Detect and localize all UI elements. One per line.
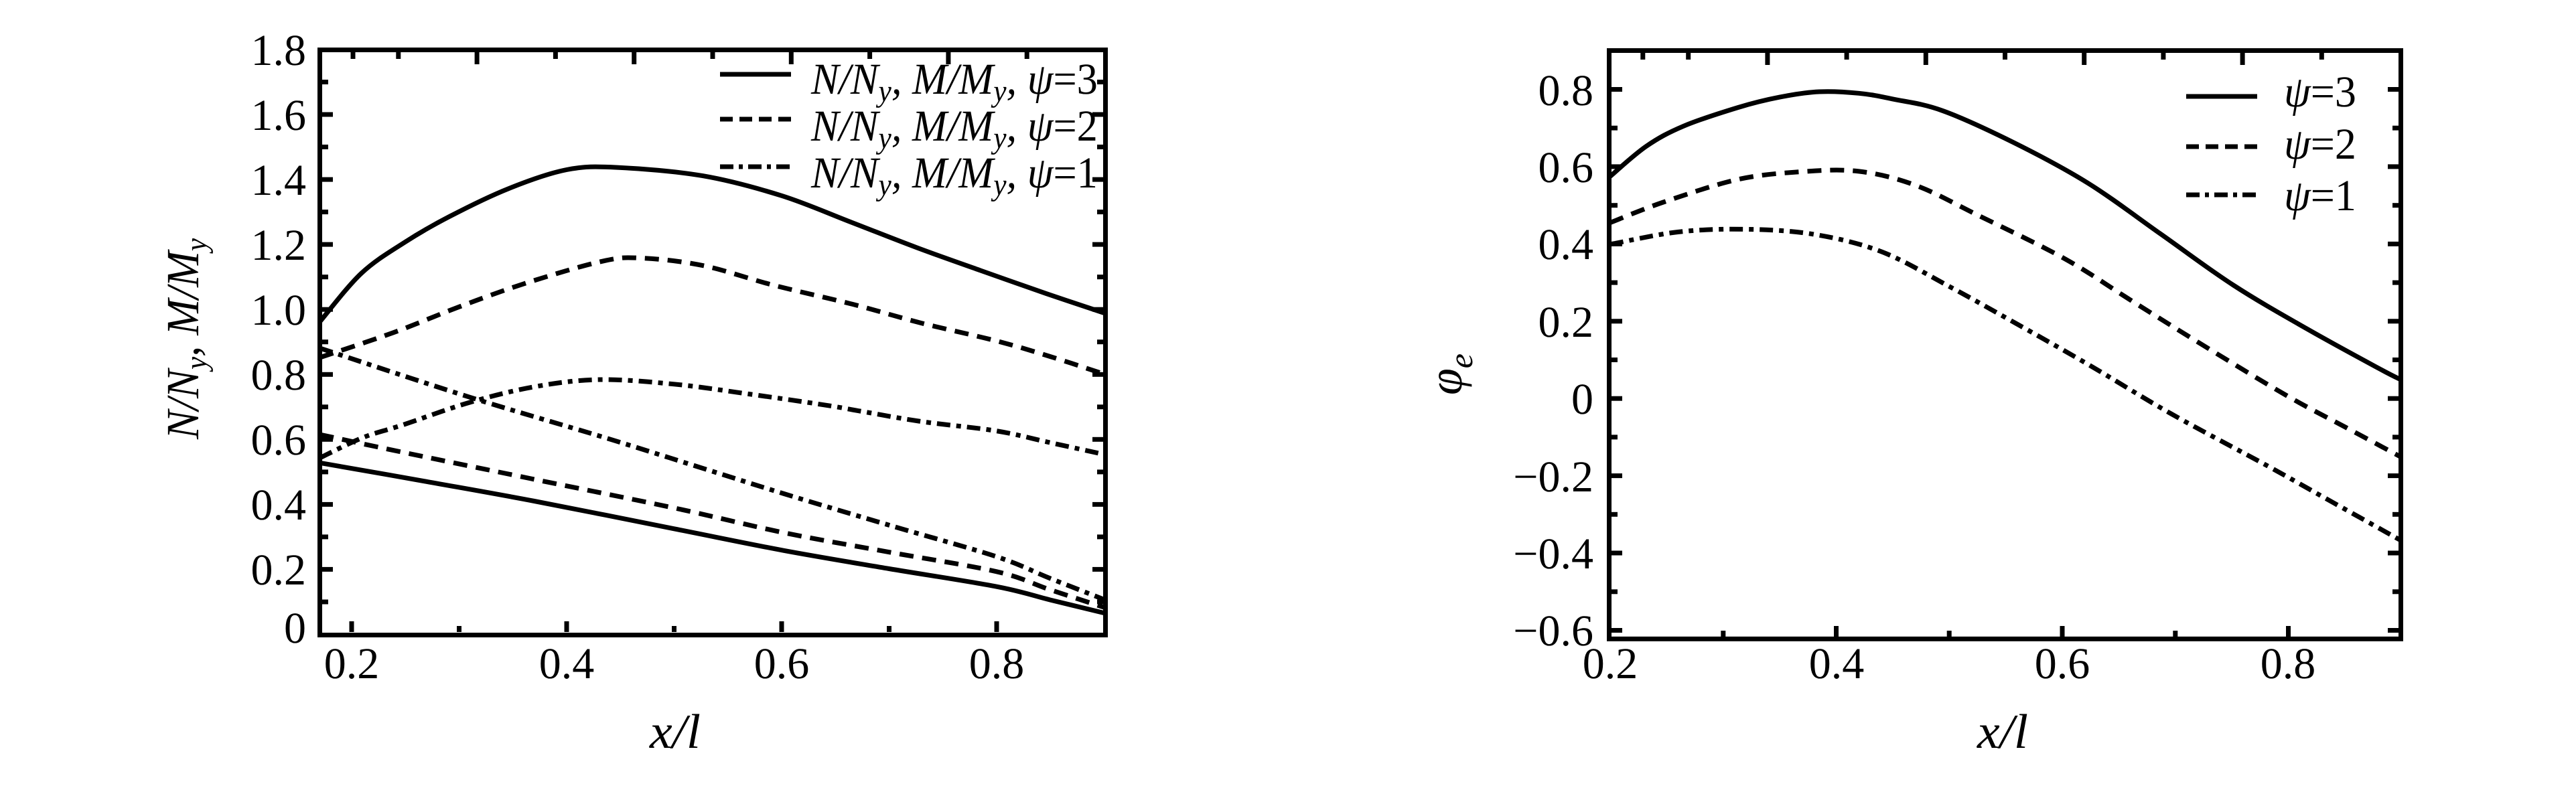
svg-text:0: 0: [1571, 375, 1593, 424]
svg-text:0.2: 0.2: [251, 546, 307, 595]
svg-text:x/l: x/l: [649, 704, 701, 759]
svg-text:0.8: 0.8: [251, 351, 307, 400]
svg-text:0.2: 0.2: [1539, 298, 1594, 347]
svg-text:0.4: 0.4: [1809, 639, 1865, 688]
svg-text:ψ=3: ψ=3: [2284, 68, 2356, 116]
svg-text:N/Ny, M/My: N/Ny, M/My: [157, 238, 213, 439]
svg-text:−0.2: −0.2: [1513, 453, 1593, 501]
svg-text:1.4: 1.4: [251, 156, 307, 205]
svg-text:1.2: 1.2: [251, 221, 307, 270]
svg-text:0.2: 0.2: [1583, 639, 1638, 688]
svg-text:0.6: 0.6: [2035, 639, 2090, 688]
svg-text:0.8: 0.8: [1539, 66, 1594, 115]
svg-text:φe: φe: [1419, 353, 1480, 395]
svg-text:0.4: 0.4: [251, 481, 307, 530]
svg-text:ψ=1: ψ=1: [2284, 171, 2356, 220]
svg-text:−0.6: −0.6: [1513, 607, 1593, 655]
svg-text:0.2: 0.2: [324, 639, 380, 688]
svg-text:0.4: 0.4: [1539, 220, 1594, 269]
svg-text:x/l: x/l: [1977, 704, 2028, 759]
svg-text:1.8: 1.8: [251, 26, 307, 75]
svg-text:0.4: 0.4: [539, 639, 595, 688]
svg-text:ψ=2: ψ=2: [2284, 120, 2356, 169]
svg-text:1.0: 1.0: [251, 286, 307, 335]
svg-text:1.6: 1.6: [251, 91, 307, 140]
svg-text:0.6: 0.6: [251, 416, 307, 465]
svg-text:0.6: 0.6: [754, 639, 810, 688]
svg-text:0.8: 0.8: [2261, 639, 2316, 688]
svg-text:0: 0: [284, 604, 306, 653]
svg-text:N/Ny, M/My, ψ=1: N/Ny, M/My, ψ=1: [810, 149, 1098, 202]
svg-text:−0.4: −0.4: [1513, 530, 1593, 578]
svg-text:N/Ny, M/My, ψ=2: N/Ny, M/My, ψ=2: [810, 102, 1098, 155]
svg-text:N/Ny, M/My, ψ=3: N/Ny, M/My, ψ=3: [810, 55, 1098, 108]
svg-text:0.8: 0.8: [969, 639, 1025, 688]
svg-text:0.6: 0.6: [1539, 143, 1594, 192]
